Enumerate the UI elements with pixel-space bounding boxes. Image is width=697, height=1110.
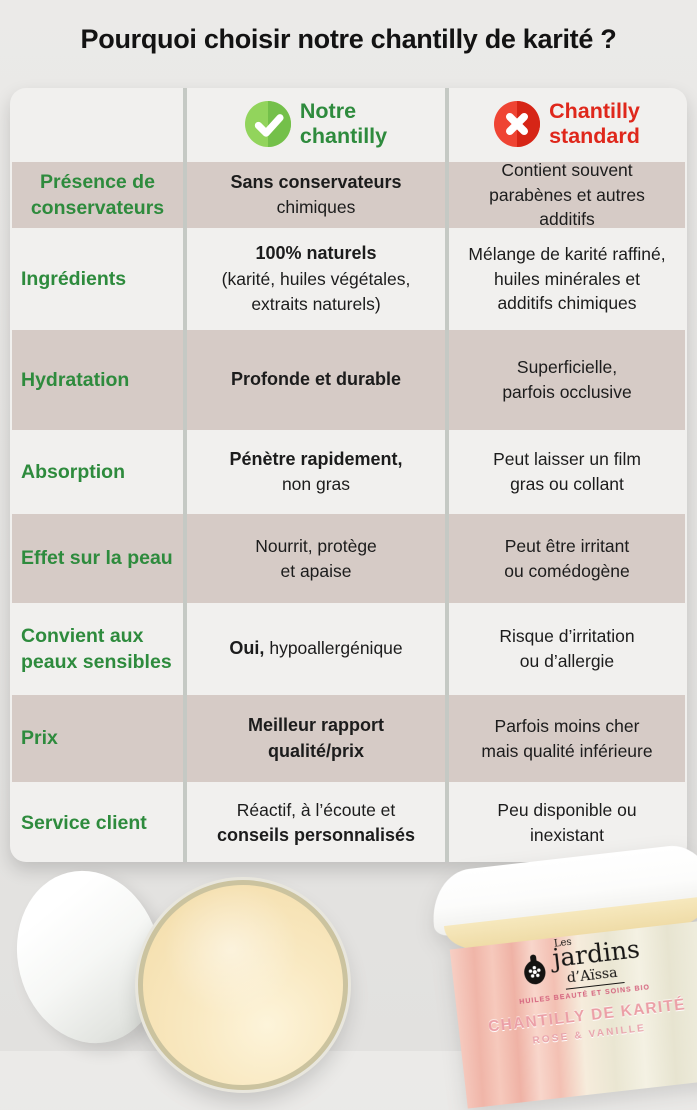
standard-cell-ingredients: Mélange de karité raffiné, huiles minéra…	[449, 232, 685, 326]
our-cell-text: Oui,	[229, 638, 265, 659]
brand-logo: Les jardins d’Aïssa	[519, 934, 643, 994]
row-label-text: Effet sur la peau	[21, 547, 173, 570]
standard-cell-text: Risque d’irritation ou d’allergie	[499, 626, 635, 671]
standard-cell-effet-peau: Peut être irritant ou comédogène	[449, 514, 685, 603]
our-column-label: Notre chantilly	[300, 99, 387, 150]
our-column-label-line2: chantilly	[299, 124, 388, 148]
our-cell-text: Profonde et durable	[230, 369, 401, 390]
standard-cell-absorption: Peut laisser un film gras ou collant	[449, 434, 685, 510]
our-cell-conservateurs: Sans conservateurs chimiques	[187, 162, 445, 228]
our-cell-peaux-sensibles: Oui, hypoallergénique	[187, 607, 445, 691]
our-column-label-line1: Notre	[299, 98, 357, 123]
our-cell-text: Nourrit, protège	[255, 535, 377, 556]
standard-cell-text: Superficielle, parfois occlusive	[502, 357, 632, 402]
standard-cell-text: Mélange de karité raffiné, huiles minéra…	[468, 243, 666, 314]
our-cell-effet-peau: Nourrit, protège et apaise	[187, 514, 445, 603]
corner-cell	[12, 90, 183, 158]
row-label-service-client: Service client	[12, 786, 183, 860]
standard-cell-service-client: Peu disponible ou inexistant	[449, 786, 685, 860]
product-tub-photo: Les jardins d’Aïssa HUILES BEAUTÉ ET SOI…	[424, 841, 697, 1109]
standard-cell-text: Contient souvent parabènes et autres add…	[489, 159, 645, 230]
row-label-text: Hydratation	[21, 368, 130, 391]
standard-cell-hydratation: Superficielle, parfois occlusive	[449, 330, 685, 430]
our-cell-text: chimiques	[276, 197, 356, 218]
column-separator	[445, 88, 449, 862]
our-cell-text: qualité/prix	[267, 740, 365, 761]
standard-cell-text: Parfois moins cher mais qualité inférieu…	[481, 715, 653, 761]
row-label-text: Ingrédients	[21, 267, 127, 290]
standard-column-label-line2: standard	[549, 124, 640, 148]
row-label-text: Service client	[21, 811, 147, 834]
tub-label: Les jardins d’Aïssa HUILES BEAUTÉ ET SOI…	[449, 920, 697, 1109]
brand-name: Les jardins d’Aïssa	[551, 934, 643, 991]
our-cell-text: Sans conservateurs	[230, 171, 402, 192]
standard-cell-text: Peut être irritant ou comédogène	[504, 535, 630, 581]
our-cell-service-client: Réactif, à l’écoute et conseils personna…	[187, 786, 445, 860]
our-cell-text: 100% naturels	[255, 243, 377, 264]
row-label-conservateurs: Présence de conservateurs	[12, 162, 183, 228]
our-cell-text: extraits naturels)	[251, 293, 381, 314]
our-cell-ingredients: 100% naturels (karité, huiles végétales,…	[187, 232, 445, 326]
row-label-absorption: Absorption	[12, 434, 183, 510]
our-cell-text: Pénètre rapidement,	[229, 448, 403, 469]
our-cell-text: Réactif, à l’écoute et	[236, 799, 396, 820]
product-photos: Les jardins d’Aïssa HUILES BEAUTÉ ET SOI…	[0, 841, 697, 1109]
our-cell-text: conseils personnalisés	[216, 824, 416, 845]
standard-cell-prix: Parfois moins cher mais qualité inférieu…	[449, 695, 685, 782]
shea-whipped-cream	[143, 885, 343, 1085]
our-cell-text: hypoallergénique	[269, 638, 403, 659]
standard-column-label-line1: Chantilly	[549, 98, 640, 123]
check-circle-icon	[244, 101, 291, 147]
open-jar-photo	[138, 880, 348, 1090]
our-column-header: Notre chantilly	[187, 90, 445, 158]
perfume-bottle-icon	[524, 954, 546, 984]
row-label-text: Convient aux peaux sensibles	[21, 624, 172, 673]
our-cell-absorption: Pénètre rapidement, non gras	[187, 434, 445, 510]
our-cell-prix: Meilleur rapport qualité/prix	[187, 695, 445, 782]
comparison-table: Notre chantilly Chantilly standard Prése…	[12, 90, 685, 860]
page-title: Pourquoi choisir notre chantilly de kari…	[80, 24, 617, 54]
standard-cell-text: Peu disponible ou inexistant	[497, 800, 637, 845]
row-label-prix: Prix	[12, 695, 183, 782]
our-cell-hydratation: Profonde et durable	[187, 330, 445, 430]
our-cell-text: Meilleur rapport	[247, 714, 385, 735]
row-label-text: Prix	[21, 727, 58, 750]
standard-cell-text: Peut laisser un film gras ou collant	[493, 449, 641, 494]
row-label-ingredients: Ingrédients	[12, 232, 183, 326]
our-cell-text: non gras	[281, 474, 351, 495]
row-label-text: Absorption	[21, 460, 125, 483]
brand-les: Les	[553, 936, 573, 950]
standard-column-label: Chantilly standard	[549, 99, 640, 150]
row-label-text: Présence de conservateurs	[30, 170, 165, 219]
standard-cell-peaux-sensibles: Risque d’irritation ou d’allergie	[449, 607, 685, 691]
column-separator	[183, 88, 187, 862]
x-circle-icon	[494, 101, 541, 147]
standard-cell-conservateurs: Contient souvent parabènes et autres add…	[449, 160, 685, 229]
our-cell-text: et apaise	[280, 560, 352, 581]
row-label-hydratation: Hydratation	[12, 330, 183, 430]
row-label-effet-peau: Effet sur la peau	[12, 514, 183, 603]
comparison-card: Notre chantilly Chantilly standard Prése…	[10, 88, 687, 862]
row-label-peaux-sensibles: Convient aux peaux sensibles	[12, 607, 183, 691]
standard-column-header: Chantilly standard	[449, 90, 685, 158]
our-cell-text: (karité, huiles végétales,	[221, 268, 411, 289]
